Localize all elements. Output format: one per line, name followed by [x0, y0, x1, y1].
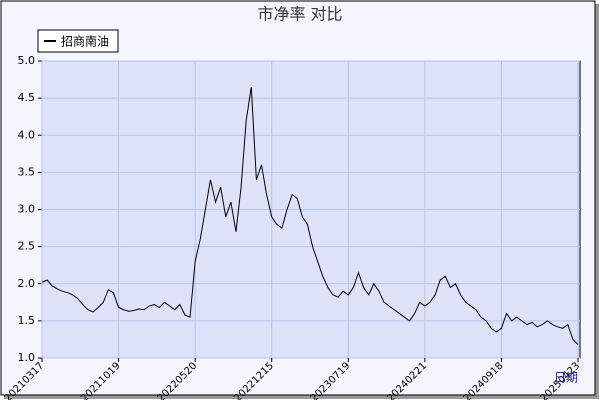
y-tick-label: 1.5 [18, 314, 36, 327]
y-tick-label: 3.0 [18, 203, 36, 216]
legend-box [37, 29, 119, 53]
legend-label: 招商南油 [61, 34, 109, 49]
y-tick-label: 4.0 [18, 128, 36, 141]
chart-title: 市净率 对比 [257, 5, 342, 24]
series-line [41, 86, 579, 345]
y-tick-label: 3.5 [18, 165, 36, 178]
x-axis-label: 日期 [554, 371, 578, 385]
y-tick-label: 2.0 [18, 277, 36, 290]
y-tick-label: 5.0 [18, 54, 36, 67]
y-tick-label: 1.0 [18, 351, 36, 364]
y-tick-label: 4.5 [18, 91, 36, 104]
y-tick-label: 2.5 [18, 240, 36, 253]
